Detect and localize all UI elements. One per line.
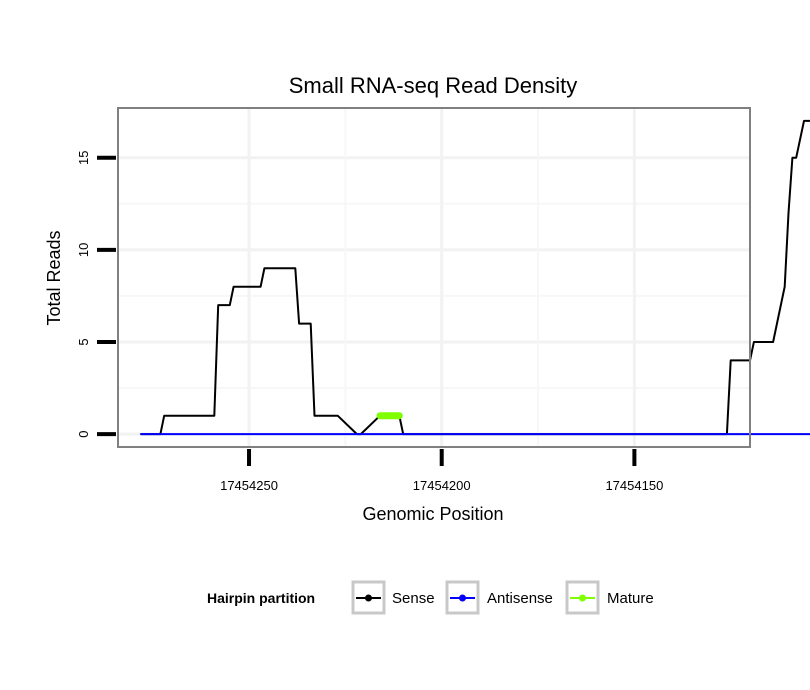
series-line-sense	[140, 119, 810, 436]
legend-item-mature: Mature	[565, 580, 654, 615]
legend-title: Hairpin partition	[207, 590, 315, 606]
x-tick-label: 17454200	[413, 478, 471, 493]
legend-label-mature: Mature	[607, 590, 654, 607]
y-tick-label: 10	[76, 243, 91, 257]
legend-item-antisense: Antisense	[445, 580, 553, 615]
legend-dot-antisense	[459, 594, 466, 602]
y-axis-title: Total Reads	[44, 230, 64, 325]
plot-border	[117, 107, 751, 448]
legend-dot-mature	[579, 594, 586, 602]
legend: Hairpin partition Sense Antisense Mature	[207, 580, 654, 615]
x-axis-title: Genomic Position	[362, 504, 503, 524]
x-axis: 17454250 17454200 17454150	[220, 449, 663, 493]
chart-title: Small RNA-seq Read Density	[289, 73, 578, 98]
legend-label-antisense: Antisense	[487, 590, 553, 607]
legend-dot-sense	[365, 594, 372, 602]
y-tick-label: 5	[76, 338, 91, 345]
x-tick-label: 17454250	[220, 478, 278, 493]
legend-item-sense: Sense	[351, 580, 435, 615]
y-axis: 0 5 10 15	[76, 151, 116, 438]
data-series	[140, 119, 810, 436]
x-tick-label: 17454150	[605, 478, 663, 493]
legend-label-sense: Sense	[392, 590, 435, 607]
y-tick-label: 0	[76, 430, 91, 437]
grid-lines	[118, 108, 750, 447]
plot-panel	[118, 108, 750, 447]
y-tick-label: 15	[76, 151, 91, 165]
